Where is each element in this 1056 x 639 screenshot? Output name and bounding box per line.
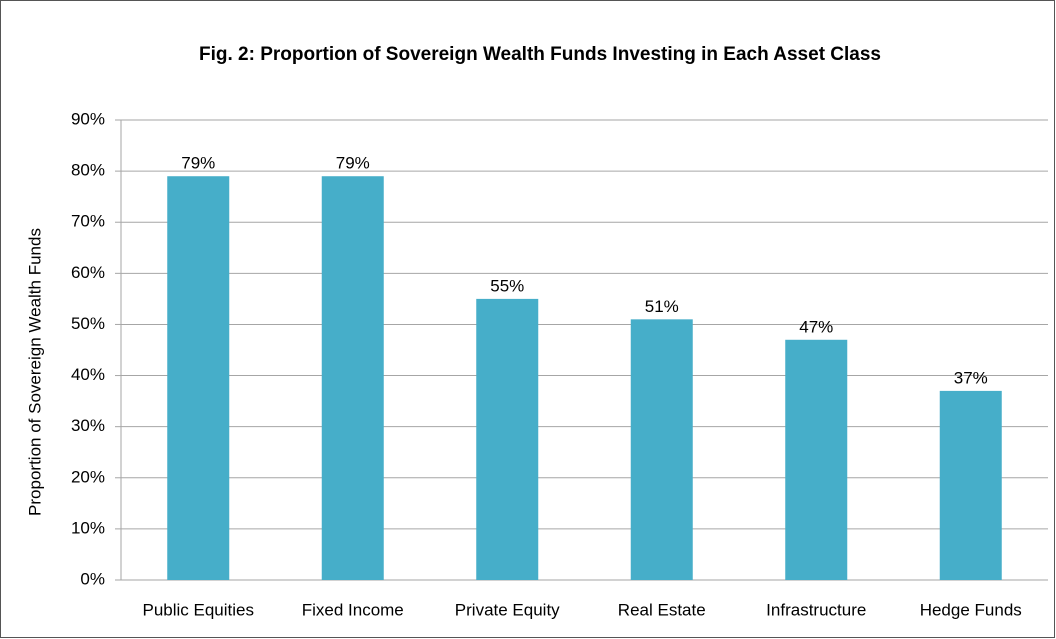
bar	[630, 319, 693, 580]
y-tick-label: 60%	[71, 263, 105, 282]
y-axis-label: Proportion of Sovereign Wealth Funds	[25, 228, 44, 516]
data-label: 47%	[799, 317, 833, 336]
data-label: 37%	[954, 368, 988, 387]
data-label: 55%	[490, 276, 524, 295]
x-tick-label: Infrastructure	[766, 600, 866, 619]
y-tick-label: 70%	[71, 212, 105, 231]
data-label: 51%	[645, 297, 679, 316]
data-label: 79%	[181, 154, 215, 173]
chart-title: Fig. 2: Proportion of Sovereign Wealth F…	[199, 44, 881, 65]
y-tick-label: 80%	[71, 161, 105, 180]
y-tick-label: 40%	[71, 365, 105, 384]
bar	[476, 298, 539, 580]
bar	[785, 339, 848, 580]
x-tick-label: Hedge Funds	[920, 600, 1022, 619]
bar	[321, 176, 384, 580]
y-tick-label: 90%	[71, 109, 105, 128]
y-tick-label: 10%	[71, 518, 105, 537]
data-label: 79%	[336, 154, 370, 173]
x-tick-label: Fixed Income	[302, 600, 404, 619]
y-tick-label: 50%	[71, 314, 105, 333]
y-tick-label: 0%	[80, 569, 105, 588]
bar	[167, 176, 230, 580]
y-tick-label: 30%	[71, 416, 105, 435]
bar	[939, 390, 1002, 580]
x-tick-label: Real Estate	[618, 600, 706, 619]
y-tick-label: 20%	[71, 467, 105, 486]
x-tick-label: Public Equities	[142, 600, 254, 619]
x-tick-label: Private Equity	[455, 600, 560, 619]
